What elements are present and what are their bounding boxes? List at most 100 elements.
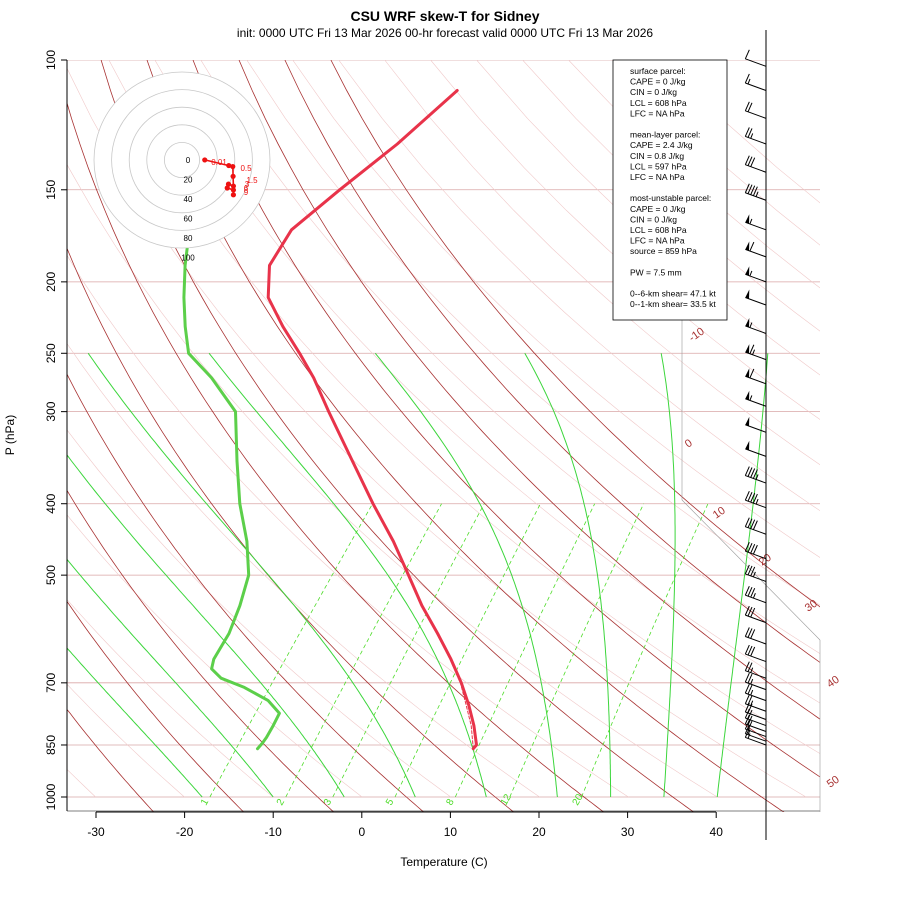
y-axis-label: P (hPa) [3, 415, 17, 455]
wind-barb-half-feather [755, 191, 759, 197]
info-box-line: CAPE = 2.4 J/kg [630, 140, 693, 150]
isotherm-line [67, 600, 245, 812]
wind-barb-feather [744, 490, 750, 501]
wind-barb-half-feather [749, 218, 753, 225]
wind-barb-shaft [745, 58, 767, 67]
x-tick-label: 40 [710, 825, 724, 839]
wind-barb-feather [747, 542, 753, 553]
wind-barb-feather [747, 628, 753, 638]
hodograph-ring-label: 80 [184, 234, 193, 243]
wind-barb-shaft [745, 711, 767, 720]
wind-barb [745, 318, 767, 334]
info-box-line: LFC = NA hPa [630, 172, 685, 182]
wind-barb-flag [745, 344, 750, 354]
dry-adiabat [430, 60, 820, 420]
info-box-line: LCL = 608 hPa [630, 225, 687, 235]
wind-barb-half-feather [747, 733, 751, 739]
dry-adiabat [292, 60, 820, 558]
wind-barb-feather [749, 241, 755, 252]
parcel-path [436, 633, 474, 750]
y-tick-label: 250 [44, 343, 58, 363]
wind-barb-feather [744, 627, 750, 637]
y-tick-label: 1000 [44, 783, 58, 810]
hodograph-ring [163, 141, 200, 178]
hodograph-level-label: 9 [244, 188, 249, 197]
hodograph-ring-label: 60 [184, 215, 193, 224]
wind-barb-feather [744, 127, 750, 137]
wind-barb-feather [747, 156, 753, 166]
info-box-line: LCL = 608 hPa [630, 98, 687, 108]
hodograph-level-label: 6 [244, 184, 249, 193]
wind-barb-shaft [745, 594, 767, 604]
wind-barb-flag [745, 214, 750, 224]
isotherm-line [67, 101, 605, 812]
isotherm-line [238, 60, 820, 720]
wind-barb-half-feather [747, 729, 751, 735]
mixing-ratio-label: 20 [571, 792, 586, 808]
wind-barb-feather [744, 101, 750, 112]
info-box-line: CIN = 0 J/kg [630, 87, 677, 97]
isotherm-line [284, 60, 820, 663]
background-grid [67, 60, 820, 812]
isotherm-line [67, 373, 425, 812]
dewpoint-profile [182, 228, 281, 751]
wind-barb [744, 101, 767, 119]
wind-barb-half-feather [750, 689, 754, 696]
hodograph-level-label: 0.5 [240, 164, 252, 173]
mixing-ratio-label: 5 [384, 797, 397, 808]
moist-adiabat [208, 352, 487, 798]
wind-barb-feather [744, 541, 750, 552]
dry-adiabat [384, 60, 820, 466]
isotherm-line [67, 247, 515, 812]
wind-barb-feather [750, 587, 756, 598]
info-box-line: PW = 7.5 mm [630, 267, 682, 277]
dry-adiabat [67, 514, 363, 798]
wind-barb-feather [750, 519, 756, 529]
wind-barb [744, 183, 767, 201]
dry-adiabat [67, 429, 451, 798]
dry-adiabat [476, 60, 820, 376]
wind-barb-flag [745, 440, 750, 451]
info-box-line: CAPE = 0 J/kg [630, 204, 686, 214]
wind-barb-feather [752, 493, 758, 504]
hodograph-ring [93, 71, 271, 249]
dry-adiabat [67, 599, 274, 798]
hodograph-point [202, 157, 208, 163]
wind-barb-feather [744, 564, 750, 575]
wind-barb-feather [747, 695, 753, 705]
info-box-line: 0--1-km shear= 33.5 kt [630, 299, 716, 309]
wind-barb-feather [747, 673, 753, 684]
mixing-ratio-label: 3 [322, 797, 335, 808]
wind-barb-half-feather [749, 270, 753, 277]
y-tick-label: 300 [44, 401, 58, 421]
moist-adiabat [67, 647, 203, 798]
info-box-line: LCL = 597 hPa [630, 161, 687, 171]
wind-barb-feather [744, 694, 750, 704]
wind-barb [744, 728, 767, 746]
moist-adiabat [524, 353, 612, 797]
hodograph-point [230, 173, 236, 179]
mixing-ratio-line [285, 503, 442, 798]
wind-barb [744, 672, 767, 691]
hodograph-ring-label: 20 [184, 176, 193, 185]
wind-barb-shaft [745, 717, 767, 727]
wind-barb-feather [744, 683, 750, 694]
wind-barb-feather [747, 720, 753, 731]
isotherm-label: 30 [803, 598, 820, 615]
hodograph-point [226, 162, 232, 169]
info-box-line: LFC = NA hPa [630, 236, 685, 246]
isotherm-line [146, 60, 785, 812]
wind-barb-feather [750, 566, 756, 577]
wind-barb [745, 289, 767, 306]
dry-adiabat [67, 683, 185, 798]
wind-barb [744, 490, 767, 509]
wind-barb-shaft [745, 248, 767, 258]
wind-barb-shaft [745, 135, 767, 145]
info-box-line: CIN = 0.8 J/kg [630, 151, 684, 161]
wind-barb-shaft [745, 526, 767, 535]
wind-barb-feather [747, 586, 753, 597]
wind-barb-shaft [745, 736, 767, 746]
wind-barb [744, 585, 767, 604]
